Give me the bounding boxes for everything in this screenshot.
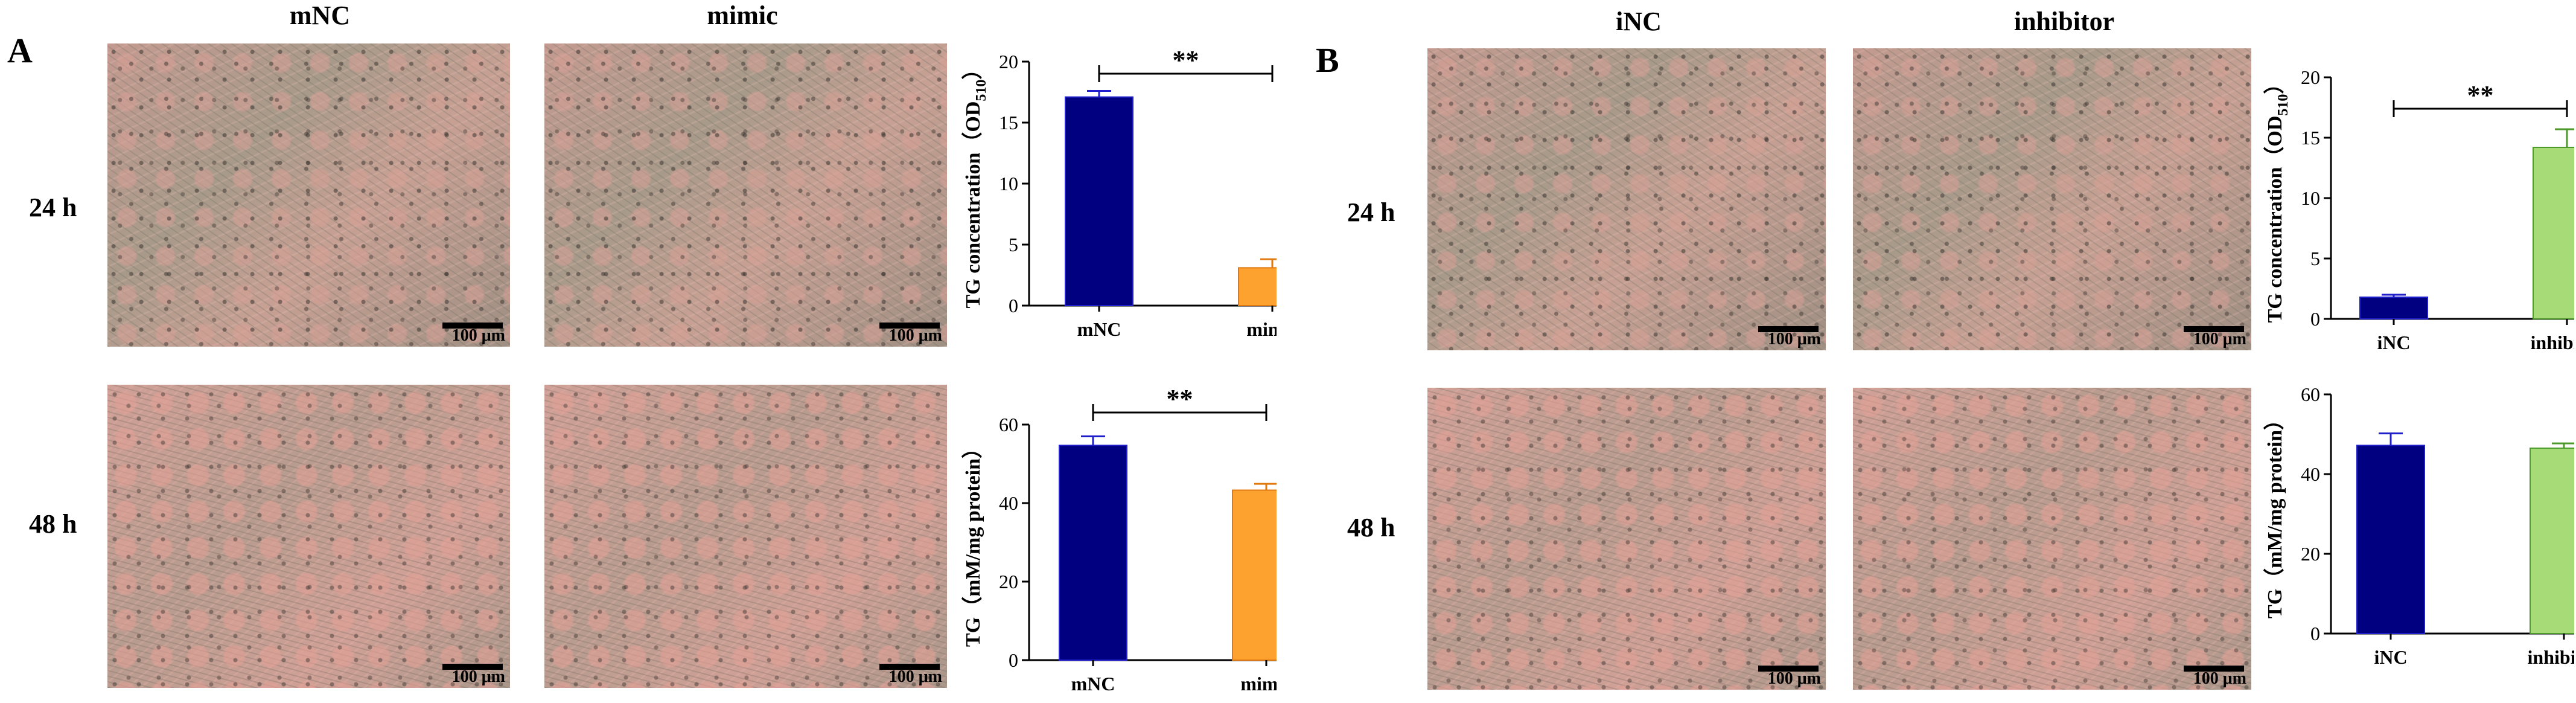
bar-mimic [1232, 489, 1277, 661]
y-tick-label: 40 [2301, 463, 2320, 485]
y-tick-label: 20 [999, 51, 1018, 72]
bar-mnc [1065, 96, 1133, 307]
bar-inhibitor [2530, 448, 2574, 634]
x-tick-label: iNC [2374, 646, 2407, 668]
x-tick-label: mNC [1071, 673, 1115, 695]
micrograph-inc-24h: 100 μm [1427, 48, 1826, 350]
micrograph-mnc-48h: 100 μm [107, 385, 510, 688]
micrograph-mnc-24h: 100 μm [107, 43, 510, 347]
micrograph-mimic-24h: 100 μm [544, 43, 947, 347]
y-axis-label-subscript: 510 [2275, 94, 2291, 116]
scale-label: 100 μm [451, 326, 505, 345]
y-axis-label: TG concentration（OD510） [2263, 74, 2291, 323]
significance-label: ** [1167, 384, 1193, 414]
scale-label: 100 μm [1767, 669, 1821, 688]
y-tick-label: 20 [2301, 66, 2320, 88]
significance-label: ** [1173, 45, 1199, 75]
y-axis-label-text: TG（mM/mg protein） [2263, 409, 2286, 618]
micrograph-mimic-48h: 100 μm [544, 385, 947, 688]
y-axis-label-text: TG（mM/mg protein） [961, 438, 984, 647]
column-label-mimic: mimic [707, 1, 778, 30]
y-axis-label-text: TG concentration（OD [961, 101, 984, 309]
row-label-48h: 48 h [1347, 513, 1395, 542]
chart-tg-protein-b: 0 20 40 60 TG（mM/mg protein） iNC inhibitor [2263, 384, 2574, 668]
column-label-inc: iNC [1616, 7, 1662, 36]
bar-inc [2359, 297, 2428, 319]
x-tick-label: mimic [1246, 318, 1277, 340]
y-tick-label: 0 [2310, 308, 2320, 330]
y-tick-label: 20 [2301, 543, 2320, 565]
micrograph-inhibitor-24h: 100 μm [1853, 48, 2251, 350]
bar-inc [2356, 445, 2425, 634]
y-tick-label: 15 [2301, 127, 2320, 149]
y-tick-label: 5 [1009, 234, 1018, 255]
y-tick-label: 10 [999, 173, 1018, 194]
scale-bar [2184, 666, 2244, 672]
scale-bar [1758, 326, 1819, 332]
y-tick-label: 10 [2301, 187, 2320, 209]
column-label-inhibitor: inhibitor [2013, 7, 2115, 36]
row-label-24h: 24 h [29, 193, 77, 222]
y-tick-label: 15 [999, 112, 1018, 133]
y-axis-label-close: ） [2263, 74, 2286, 94]
scale-bar [2184, 326, 2244, 332]
x-tick-label: iNC [2377, 332, 2410, 353]
scale-label: 100 μm [1767, 330, 1821, 348]
y-tick-label: 20 [999, 571, 1018, 592]
panel-b-letter: B [1316, 40, 1339, 80]
y-tick-label: 60 [999, 414, 1018, 435]
y-axis-label-text: TG concentration（OD [2263, 116, 2286, 323]
scale-label: 100 μm [451, 667, 505, 686]
scale-bar [442, 664, 503, 670]
bar-inhibitor [2533, 147, 2574, 319]
scale-label: 100 μm [2193, 330, 2246, 348]
scale-bar [879, 664, 940, 670]
x-tick-label: mNC [1077, 318, 1121, 340]
y-axis-label-subscript: 510 [974, 80, 989, 101]
y-tick-label: 5 [2310, 248, 2320, 269]
x-tick-label: inhibitor [2528, 646, 2574, 668]
y-tick-label: 0 [2310, 623, 2320, 644]
bar-mnc [1059, 445, 1127, 661]
row-label-24h: 24 h [1347, 197, 1395, 227]
x-tick-label: inhibitor [2531, 332, 2574, 353]
scale-bar [1758, 666, 1819, 672]
x-tick-label: mimic [1240, 673, 1277, 695]
y-axis-label: TG concentration（OD510） [961, 59, 989, 309]
scale-label: 100 μm [888, 326, 942, 345]
scale-bar [879, 323, 940, 329]
scale-label: 100 μm [888, 667, 942, 686]
y-tick-label: 0 [1009, 295, 1018, 316]
scale-label: 100 μm [2193, 669, 2246, 688]
y-tick-label: 40 [999, 492, 1018, 514]
y-axis-label: TG（mM/mg protein） [961, 438, 984, 647]
y-axis-label-close: ） [961, 59, 984, 80]
micrograph-inhibitor-48h: 100 μm [1853, 388, 2251, 690]
row-label-48h: 48 h [29, 509, 77, 539]
y-tick-label: 60 [2301, 384, 2320, 405]
y-axis-label: TG（mM/mg protein） [2263, 409, 2286, 618]
chart-tg-protein-a: 0 20 40 60 TG（mM/mg protein） mNC mimic ** [961, 384, 1277, 695]
bar-mimic [1238, 267, 1277, 307]
column-label-mnc: mNC [289, 1, 351, 30]
micrograph-inc-48h: 100 μm [1427, 388, 1826, 690]
y-tick-label: 0 [1009, 649, 1018, 671]
significance-label: ** [2467, 80, 2494, 110]
panel-a-letter: A [7, 31, 33, 70]
scale-bar [442, 323, 503, 329]
